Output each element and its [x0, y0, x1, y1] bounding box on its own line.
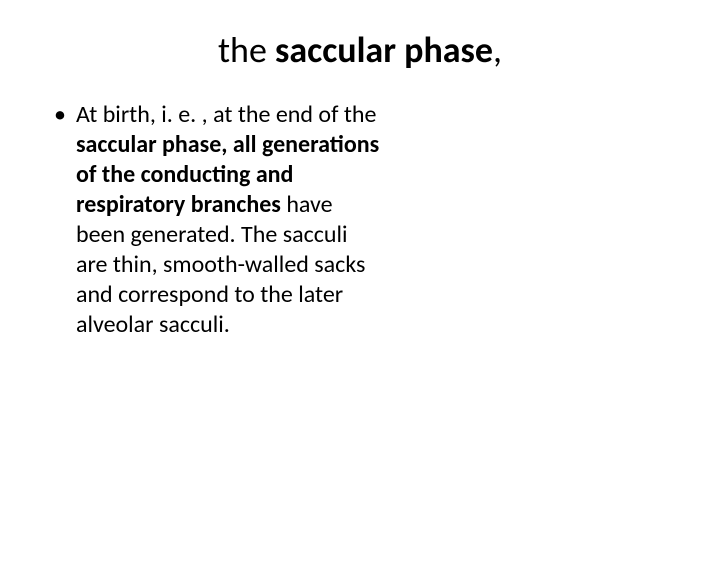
- slide: the saccular phase, • At birth, i. e. , …: [0, 28, 720, 568]
- bullet-text: At birth, i. e. , at the end of the sacc…: [76, 100, 384, 340]
- bullet-marker: •: [54, 100, 66, 130]
- title-suffix: ,: [493, 28, 502, 72]
- bullet-item: • At birth, i. e. , at the end of the sa…: [54, 100, 384, 340]
- slide-title: the saccular phase,: [0, 28, 720, 72]
- bullet-seg1: At birth, i. e. , at the end of the: [76, 100, 376, 129]
- title-prefix: the: [218, 28, 275, 72]
- bullet-seg2-bold: saccular phase, all generations of the c…: [76, 130, 379, 219]
- content-area: • At birth, i. e. , at the end of the sa…: [54, 100, 384, 340]
- title-bold: saccular phase: [275, 28, 493, 72]
